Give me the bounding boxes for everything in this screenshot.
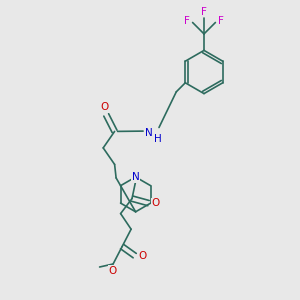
Text: O: O (100, 102, 109, 112)
Text: O: O (152, 198, 160, 208)
Text: N: N (145, 128, 152, 139)
Text: F: F (184, 16, 190, 26)
Text: H: H (154, 134, 162, 144)
Text: O: O (138, 250, 146, 261)
Text: N: N (132, 172, 140, 182)
Text: F: F (201, 7, 207, 17)
Text: O: O (108, 266, 117, 276)
Text: F: F (218, 16, 224, 26)
